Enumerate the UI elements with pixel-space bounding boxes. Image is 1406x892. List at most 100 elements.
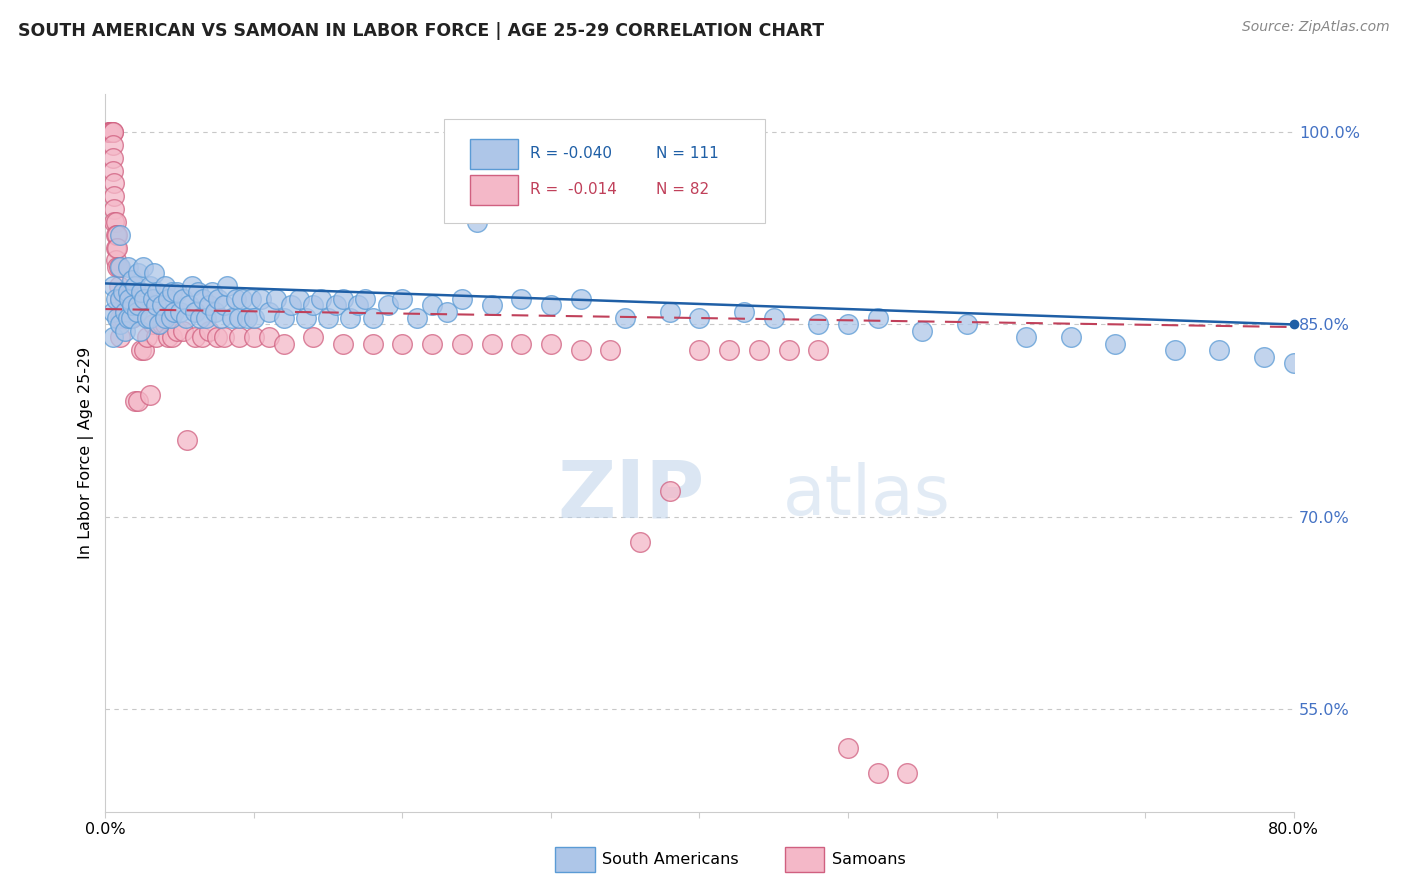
Point [100, 125, 122, 139]
Point [117, 285, 139, 300]
Point [145, 330, 167, 344]
Point [658, 304, 681, 318]
Point [104, 253, 127, 268]
Text: N = 111: N = 111 [655, 146, 718, 161]
Point [98, 125, 121, 139]
Point [481, 336, 503, 351]
Point [450, 292, 472, 306]
Point [143, 266, 166, 280]
Point [778, 343, 800, 358]
Point [108, 260, 131, 274]
Point [112, 285, 135, 300]
Point [186, 285, 208, 300]
Point [101, 125, 124, 139]
Point [120, 298, 142, 312]
Point [273, 336, 295, 351]
Point [209, 311, 232, 326]
Point [240, 292, 263, 306]
Point [145, 298, 167, 312]
Point [121, 311, 143, 326]
Point [243, 311, 266, 326]
Point [148, 318, 170, 332]
Point [153, 311, 176, 326]
Point [837, 318, 859, 332]
Y-axis label: In Labor Force | Age 25-29: In Labor Force | Age 25-29 [79, 347, 94, 558]
Point [204, 304, 226, 318]
Point [866, 311, 889, 326]
FancyBboxPatch shape [470, 175, 517, 205]
Point [110, 292, 132, 306]
Point [174, 311, 197, 326]
Point [121, 272, 143, 286]
Point [896, 766, 918, 780]
Point [287, 292, 309, 306]
Point [614, 311, 637, 326]
Point [628, 535, 651, 549]
Text: Source: ZipAtlas.com: Source: ZipAtlas.com [1241, 20, 1389, 34]
Point [101, 330, 124, 344]
Point [465, 215, 488, 229]
Point [225, 292, 247, 306]
Point [103, 189, 125, 203]
Point [105, 260, 128, 274]
Point [101, 125, 124, 139]
Point [339, 311, 361, 326]
Point [112, 285, 135, 300]
Point [124, 279, 146, 293]
Point [104, 227, 127, 242]
Point [450, 336, 472, 351]
Point [198, 324, 221, 338]
Point [748, 343, 770, 358]
Point [1060, 330, 1083, 344]
Point [436, 304, 458, 318]
Text: R = -0.040: R = -0.040 [530, 146, 612, 161]
Point [136, 330, 159, 344]
Point [162, 330, 184, 344]
Point [302, 298, 325, 312]
Point [132, 343, 155, 358]
Point [214, 298, 236, 312]
Point [172, 292, 194, 306]
Point [101, 151, 124, 165]
Point [121, 298, 143, 312]
Point [118, 292, 141, 306]
Point [180, 279, 202, 293]
Point [295, 311, 318, 326]
Point [231, 292, 253, 306]
Point [391, 292, 413, 306]
Point [866, 766, 889, 780]
Point [131, 260, 153, 274]
Point [273, 311, 295, 326]
Point [569, 292, 592, 306]
Point [110, 260, 132, 274]
Point [689, 311, 711, 326]
Point [1164, 343, 1187, 358]
Text: atlas: atlas [783, 462, 950, 529]
Point [101, 304, 124, 318]
Point [257, 330, 280, 344]
Point [124, 394, 146, 409]
Point [354, 292, 377, 306]
Point [103, 215, 125, 229]
Point [1015, 330, 1038, 344]
Point [1104, 336, 1126, 351]
Point [125, 304, 148, 318]
Text: ZIP: ZIP [557, 457, 704, 535]
Point [129, 343, 152, 358]
Point [302, 330, 325, 344]
Point [235, 311, 257, 326]
Point [332, 292, 354, 306]
Point [153, 318, 176, 332]
Point [114, 304, 136, 318]
Point [689, 343, 711, 358]
Point [142, 318, 165, 332]
Point [207, 292, 229, 306]
Point [159, 311, 181, 326]
Point [110, 318, 132, 332]
Point [718, 343, 741, 358]
Point [347, 298, 370, 312]
Point [127, 394, 149, 409]
Point [100, 125, 122, 139]
Point [361, 336, 384, 351]
Point [104, 240, 127, 255]
